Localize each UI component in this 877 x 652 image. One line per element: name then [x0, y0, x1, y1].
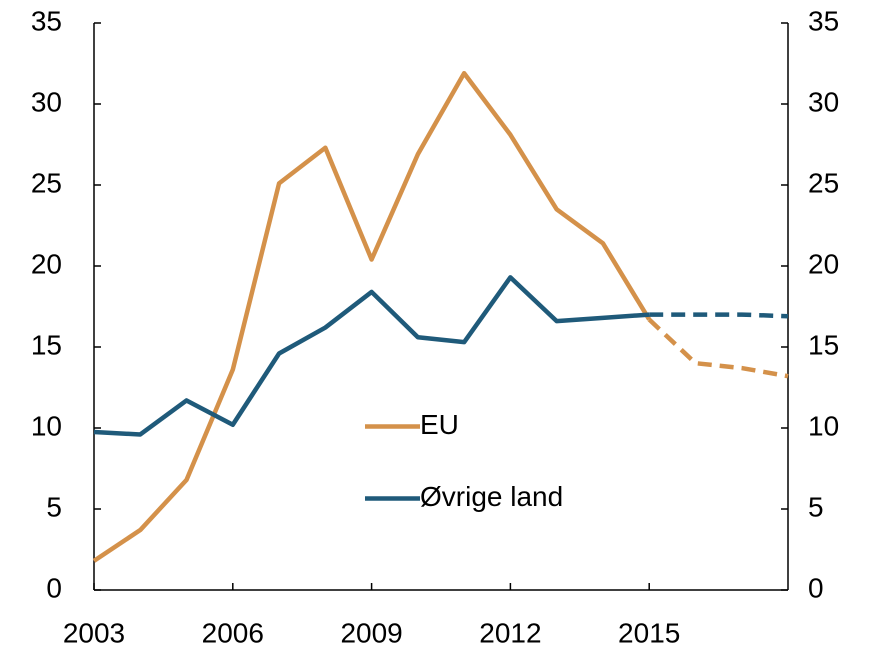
y2-tick-label: 0	[808, 572, 824, 603]
y2-tick-label: 15	[808, 329, 839, 360]
y2-tick-label: 5	[808, 491, 824, 522]
y-tick-label: 25	[31, 167, 62, 198]
series-line	[93, 275, 650, 437]
y2-tick-label: 30	[808, 86, 839, 117]
series-line-dashed	[647, 317, 789, 379]
y2-tick-label: 20	[808, 248, 839, 279]
legend-label: EU	[420, 409, 459, 440]
x-tick-label: 2015	[618, 617, 680, 648]
y-tick-label: 5	[46, 491, 62, 522]
x-tick-label: 2006	[202, 617, 264, 648]
y-tick-label: 15	[31, 329, 62, 360]
x-tick-label: 2009	[340, 617, 402, 648]
series-line	[92, 70, 652, 563]
y-tick-label: 35	[31, 5, 62, 36]
series-line-dashed	[649, 312, 789, 319]
x-tick-label: 2003	[63, 617, 125, 648]
y-tick-label: 0	[46, 572, 62, 603]
y-tick-label: 20	[31, 248, 62, 279]
y-tick-label: 30	[31, 86, 62, 117]
x-tick-label: 2012	[479, 617, 541, 648]
y-tick-label: 10	[31, 410, 62, 441]
y2-tick-label: 25	[808, 167, 839, 198]
y2-tick-label: 10	[808, 410, 839, 441]
y2-tick-label: 35	[808, 5, 839, 36]
legend-label: Øvrige land	[420, 481, 563, 512]
